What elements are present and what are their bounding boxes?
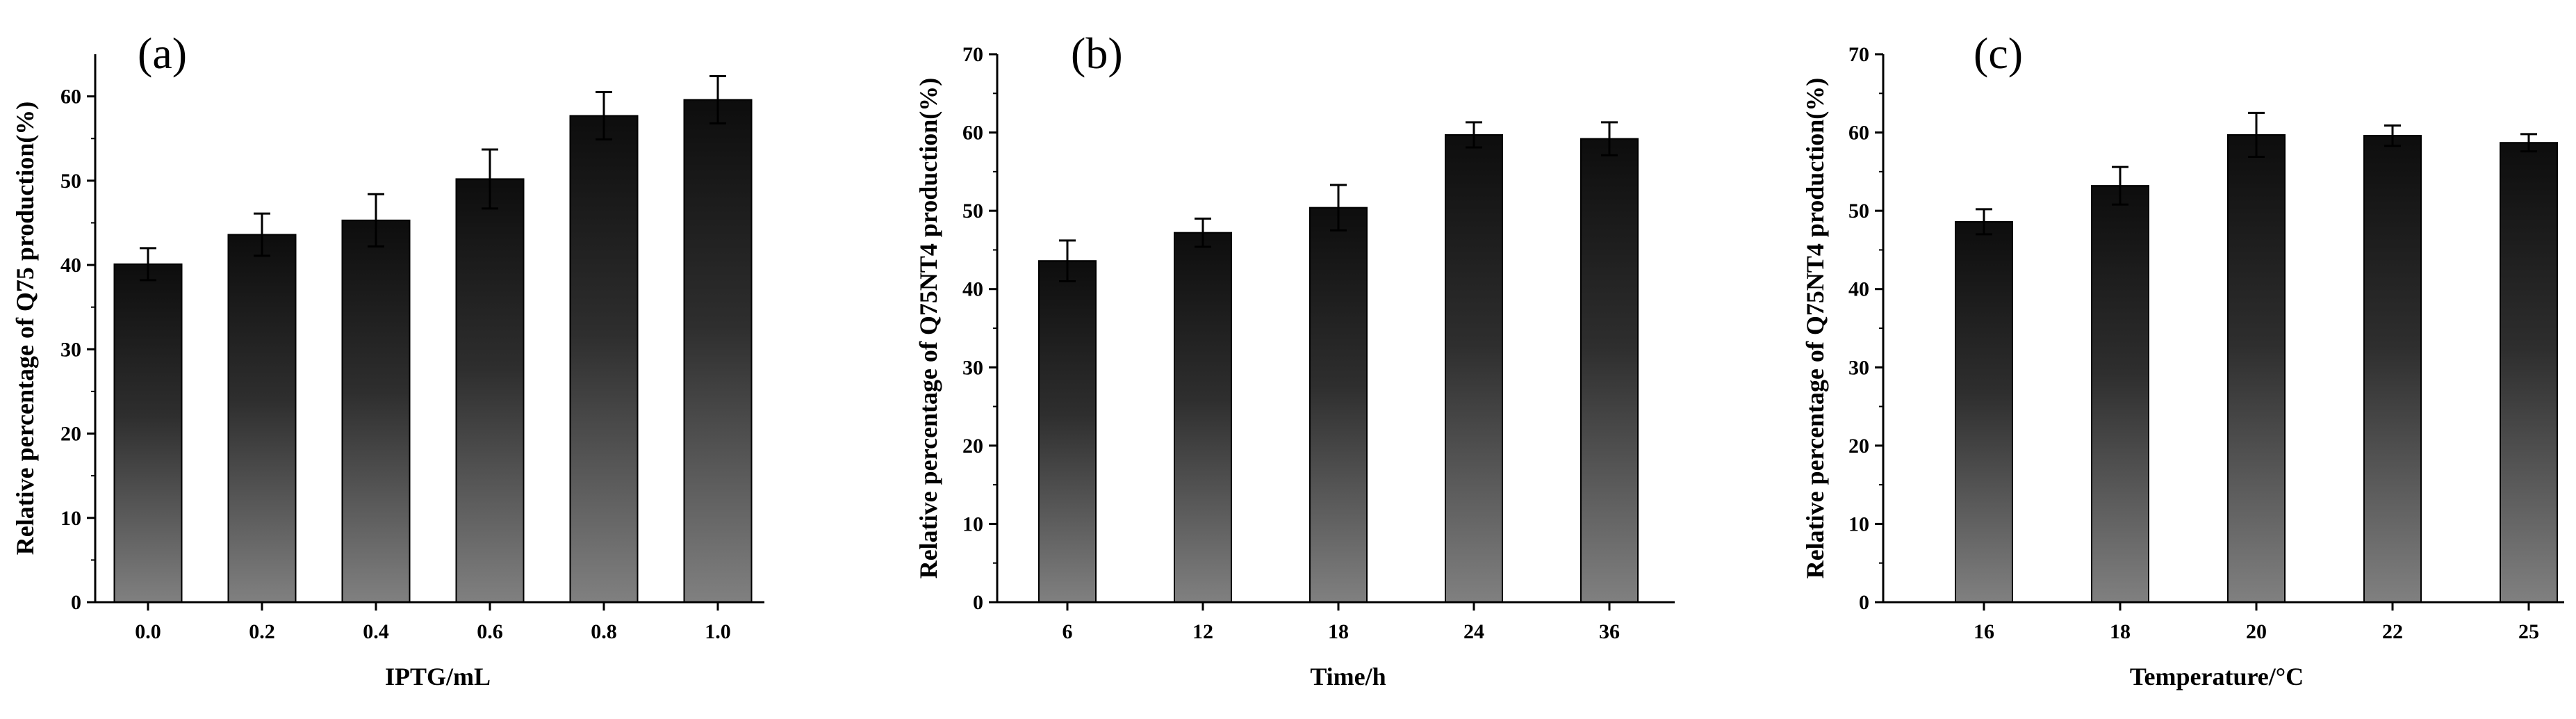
- y-tick-label: 20: [60, 423, 81, 446]
- y-tick-label: 50: [60, 170, 81, 193]
- y-tick-label: 30: [60, 338, 81, 361]
- y-tick-label: 10: [962, 512, 983, 535]
- y-tick-label: 50: [1848, 200, 1869, 223]
- x-tick-label: 18: [2110, 620, 2131, 643]
- x-tick-label: 0.4: [363, 620, 389, 643]
- y-tick-label: 70: [1848, 43, 1869, 66]
- x-tick-label: 0.6: [477, 620, 503, 643]
- bar: [2091, 185, 2149, 603]
- y-axis-title: Relative percentage of Q75NT4 production…: [914, 78, 942, 579]
- y-tick-label: 60: [1848, 122, 1869, 145]
- y-tick-label: 10: [60, 507, 81, 530]
- x-tick-label: 1.0: [705, 620, 731, 643]
- bar: [113, 263, 183, 603]
- bar: [2227, 134, 2286, 604]
- chart-panel-b: 0 10 20 30 40 50 60 70 6 12 18 24 36 (b) Time/h Rela…: [914, 29, 1675, 690]
- x-tick-label: 6: [1063, 620, 1073, 643]
- x-tick-label: 0.8: [591, 620, 617, 643]
- x-tick-label: 12: [1192, 620, 1213, 643]
- y-tick-label: 60: [962, 122, 983, 145]
- y-axis-title: Relative percentage of Q75 production(%): [11, 102, 39, 556]
- y-tick-label: 30: [962, 356, 983, 379]
- y-tick-label: 70: [962, 43, 983, 66]
- x-axis-title: Time/h: [1310, 663, 1386, 690]
- y-tick-label: 60: [60, 86, 81, 108]
- y-tick-label: 40: [962, 278, 983, 301]
- bar: [1445, 134, 1503, 604]
- y-tick-label: 50: [962, 200, 983, 223]
- y-tick-label: 0: [1859, 591, 1869, 614]
- y-tick-label: 30: [1848, 356, 1869, 379]
- bar: [569, 115, 639, 603]
- panel-label: (b): [1071, 29, 1123, 78]
- bar: [227, 234, 297, 603]
- y-tick-label: 0: [973, 591, 983, 614]
- bar: [341, 219, 411, 604]
- bar: [455, 178, 525, 604]
- bar: [1309, 207, 1368, 603]
- x-tick-label: 25: [2518, 620, 2539, 643]
- y-tick-label: 20: [962, 435, 983, 458]
- panel-label: (a): [138, 29, 187, 78]
- y-tick-label: 40: [1848, 278, 1869, 301]
- x-tick-label: 16: [1974, 620, 1994, 643]
- y-tick-label: 20: [1848, 435, 1869, 458]
- y-tick-label: 40: [60, 254, 81, 277]
- y-axis-title: Relative percentage of Q75NT4 production…: [1801, 78, 1829, 579]
- x-tick-label: 22: [2382, 620, 2403, 643]
- x-axis-title: IPTG/mL: [385, 663, 491, 690]
- panel-label: (c): [1974, 29, 2023, 78]
- x-tick-label: 0.0: [135, 620, 161, 643]
- bar: [2363, 135, 2422, 603]
- x-tick-label: 20: [2246, 620, 2267, 643]
- x-tick-label: 36: [1599, 620, 1620, 643]
- x-tick-label: 24: [1463, 620, 1484, 643]
- bar: [2500, 142, 2558, 604]
- bar: [1955, 220, 2013, 604]
- bar: [1174, 232, 1232, 604]
- bar: [1580, 138, 1639, 603]
- x-axis-title: Temperature/°C: [2130, 663, 2304, 690]
- bar: [683, 99, 753, 604]
- y-tick-label: 0: [71, 591, 81, 614]
- chart-panel-c: 0 10 20 30 40 50 60 70 16 18 20 22 25 (c) Temperatur…: [1801, 29, 2564, 690]
- x-tick-label: 0.2: [249, 620, 275, 643]
- bar: [1038, 260, 1097, 603]
- x-tick-label: 18: [1328, 620, 1349, 643]
- y-tick-label: 10: [1848, 512, 1869, 535]
- chart-panel-a: 0 10 20 30 40 50 60 0.0 0.2 0.4 0.6 0.8 1.0 (a) IPTG…: [11, 29, 764, 690]
